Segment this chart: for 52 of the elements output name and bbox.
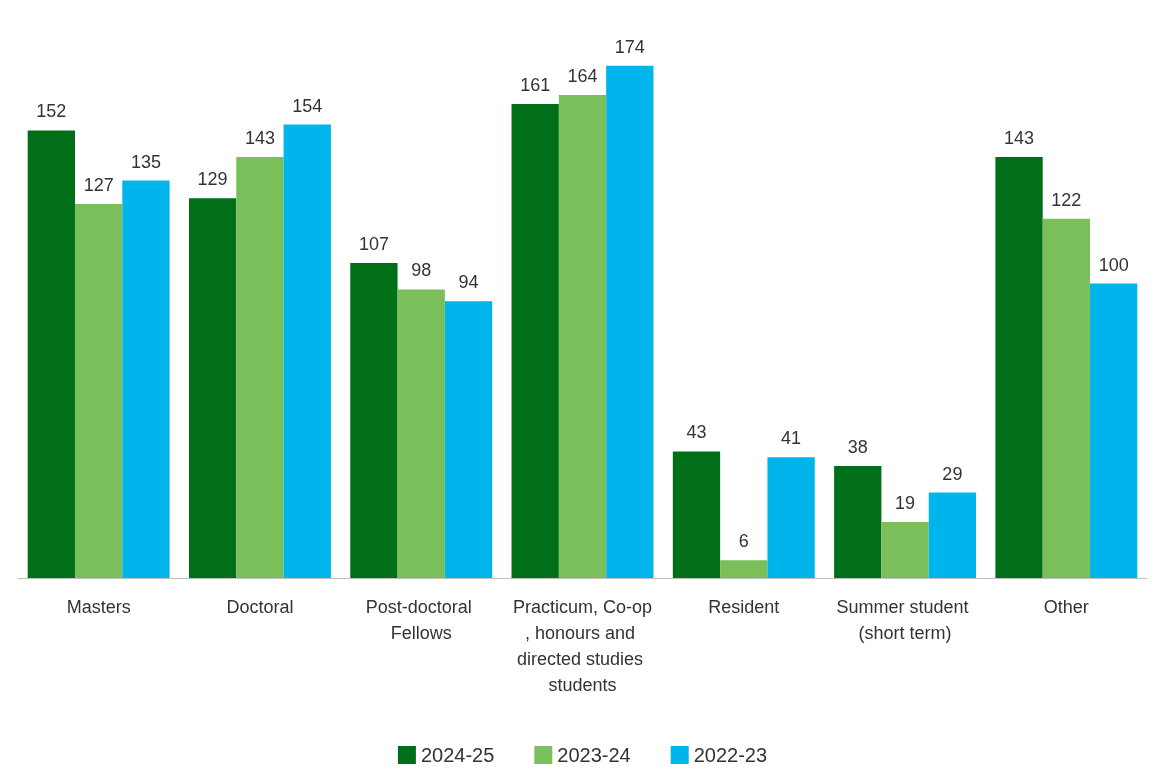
bar xyxy=(27,130,75,578)
bar xyxy=(767,457,815,578)
bar xyxy=(995,156,1043,578)
data-label: 154 xyxy=(292,95,323,116)
x-tick-label: Summer student (short term) xyxy=(836,597,974,643)
data-label: 143 xyxy=(244,127,275,148)
data-label: 122 xyxy=(1051,189,1082,210)
x-tick-label: Resident xyxy=(708,597,780,617)
bar xyxy=(881,522,929,578)
bar xyxy=(1090,283,1138,578)
legend-label: 2022-23 xyxy=(693,744,768,766)
x-tick-label: Post-doctoral Fellows xyxy=(365,597,477,643)
bar xyxy=(834,466,882,578)
data-label: 6 xyxy=(738,531,749,552)
bar xyxy=(511,103,559,578)
bar xyxy=(720,560,768,578)
x-tick-label: Doctoral xyxy=(226,597,294,617)
data-label: 143 xyxy=(1004,127,1035,148)
bar xyxy=(397,289,445,578)
data-label: 100 xyxy=(1098,254,1129,275)
bar xyxy=(1042,218,1091,578)
bar xyxy=(188,198,237,578)
data-label: 41 xyxy=(781,428,802,449)
x-tick-label: Practicum, Co-op, honours and directed studies students xyxy=(512,597,653,695)
data-label: 29 xyxy=(942,463,963,484)
data-label: 94 xyxy=(458,272,479,293)
legend-label: 2024-25 xyxy=(420,744,495,766)
data-label: 174 xyxy=(614,36,645,57)
bar xyxy=(444,301,493,578)
data-label: 19 xyxy=(895,493,916,514)
data-label: 161 xyxy=(520,74,551,95)
data-label: 127 xyxy=(83,175,114,196)
bar xyxy=(74,204,123,578)
data-label: 107 xyxy=(358,233,389,254)
bar xyxy=(928,492,977,578)
x-tick-label: Other xyxy=(1043,597,1089,617)
bar xyxy=(350,262,398,578)
bar xyxy=(558,95,607,578)
data-label: 164 xyxy=(567,66,598,87)
bar xyxy=(606,65,654,578)
data-label: 98 xyxy=(411,260,432,281)
data-label: 38 xyxy=(847,437,868,458)
data-label: 43 xyxy=(686,422,707,443)
bar xyxy=(672,451,721,578)
bar xyxy=(236,156,284,578)
bar xyxy=(283,124,331,578)
legend-label: 2023-24 xyxy=(557,744,631,766)
data-label: 129 xyxy=(197,169,228,190)
data-label: 135 xyxy=(130,151,161,172)
data-label: 152 xyxy=(36,101,67,122)
bar xyxy=(122,180,170,578)
x-tick-label: Masters xyxy=(66,597,131,617)
